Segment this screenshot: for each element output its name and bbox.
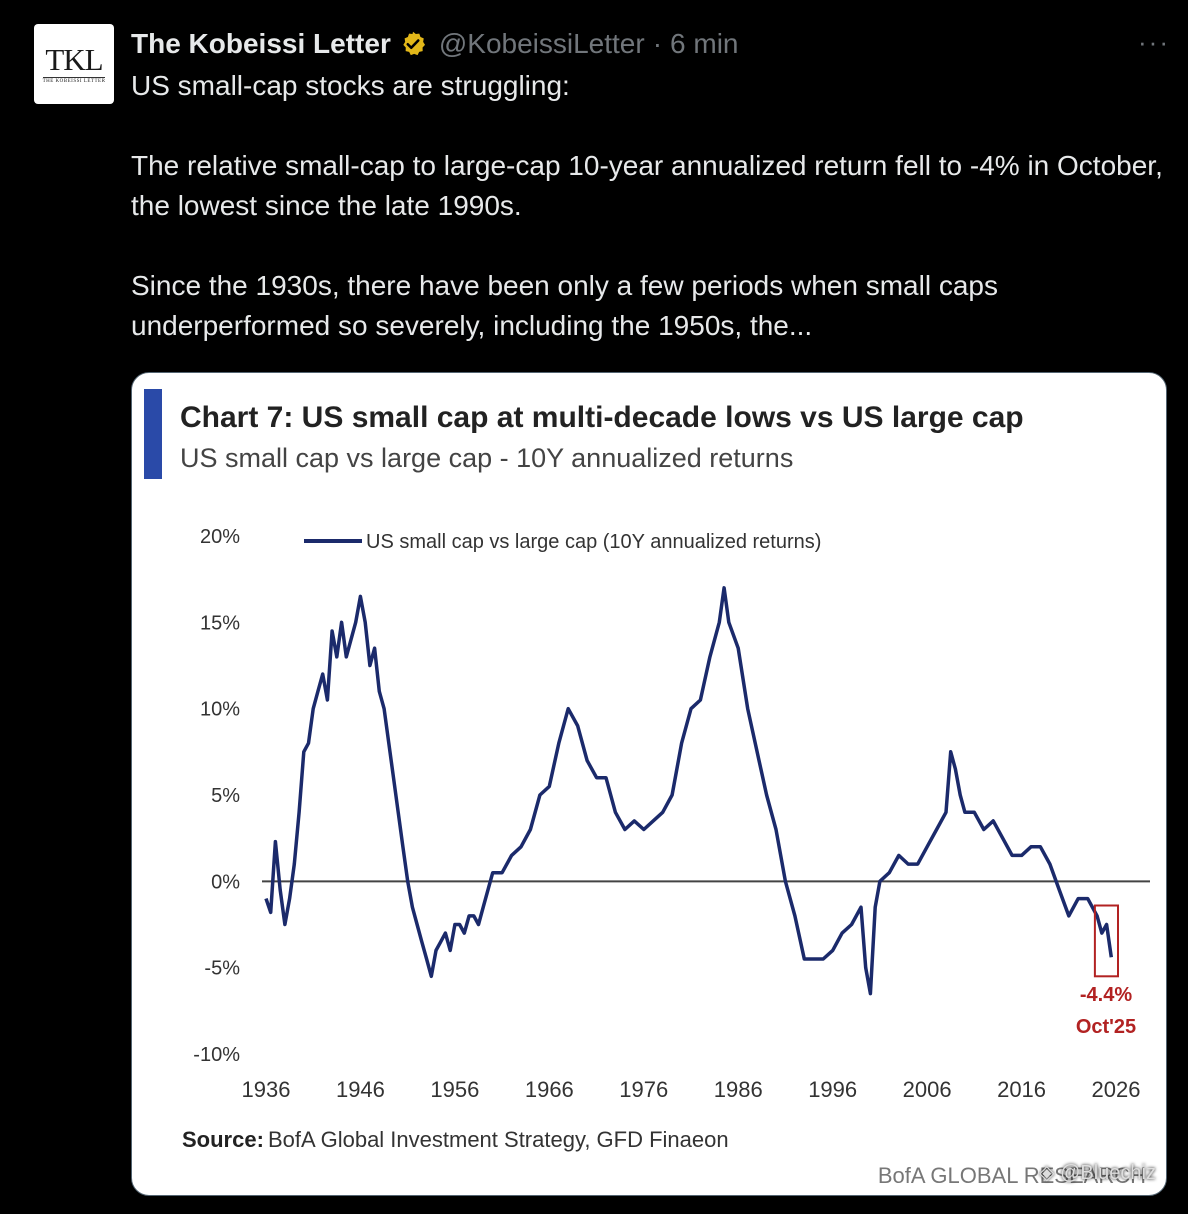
annotation-date: Oct'25: [1076, 1016, 1136, 1038]
x-tick-label: 1986: [714, 1077, 763, 1102]
y-tick-label: 15%: [200, 612, 240, 634]
avatar-rule: [43, 76, 105, 78]
y-tick-label: -5%: [204, 958, 240, 980]
x-tick-label: 2016: [997, 1077, 1046, 1102]
avatar-subtext: THE KOBEISSI LETTER: [42, 78, 106, 84]
brand-mark: BofA GLOBAL RESEARCH: [878, 1163, 1146, 1188]
title-accent-bar: [144, 389, 162, 479]
tweet-header: The Kobeissi Letter @KobeissiLetter · 6 …: [131, 26, 739, 62]
x-tick-label: 1956: [430, 1077, 479, 1102]
x-tick-label: 1946: [336, 1077, 385, 1102]
tweet-paragraph: The relative small-cap to large-cap 10-y…: [131, 150, 1163, 221]
avatar-monogram: TKL: [45, 41, 103, 77]
highlight-box: [1093, 904, 1120, 978]
x-tick-label: 1966: [525, 1077, 574, 1102]
tweet-media-chart[interactable]: Chart 7: US small cap at multi-decade lo…: [131, 372, 1167, 1196]
chart-title: Chart 7: US small cap at multi-decade lo…: [180, 401, 1024, 434]
verified-badge-icon: [403, 31, 425, 56]
tweet-paragraph: US small-cap stocks are struggling:: [131, 70, 570, 101]
meta-separator: ·: [652, 28, 663, 59]
y-tick-label: 20%: [200, 526, 240, 548]
chart-subtitle: US small cap vs large cap - 10Y annualiz…: [180, 443, 793, 473]
tweet-text: US small-cap stocks are struggling: The …: [131, 66, 1171, 346]
author-name[interactable]: The Kobeissi Letter: [131, 28, 391, 59]
tweet-paragraph[interactable]: Since the 1930s, there have been only a …: [131, 270, 998, 341]
y-tick-label: 10%: [200, 699, 240, 721]
x-tick-label: 1936: [242, 1077, 291, 1102]
author-handle[interactable]: @KobeissiLetter: [438, 28, 645, 59]
source-text: BofA Global Investment Strategy, GFD Fin…: [268, 1127, 729, 1152]
watermark: ◈ @Bluechiz: [1039, 1162, 1156, 1184]
source-label: Source:: [182, 1127, 264, 1152]
x-tick-label: 2026: [1092, 1077, 1141, 1102]
y-tick-label: 0%: [211, 871, 240, 893]
line-chart: Chart 7: US small cap at multi-decade lo…: [144, 389, 1150, 1188]
y-tick-label: 5%: [211, 785, 240, 807]
avatar[interactable]: TKL THE KOBEISSI LETTER: [34, 24, 114, 104]
series-line: [264, 586, 1114, 996]
x-tick-label: 1976: [619, 1077, 668, 1102]
annotation-value: -4.4%: [1080, 984, 1132, 1006]
legend-label: US small cap vs large cap (10Y annualize…: [366, 531, 821, 553]
post-time[interactable]: 6 min: [670, 28, 739, 59]
y-tick-label: -10%: [193, 1044, 240, 1066]
more-horizontal-icon[interactable]: ···: [1138, 27, 1170, 57]
x-tick-label: 2006: [903, 1077, 952, 1102]
x-tick-label: 1996: [808, 1077, 857, 1102]
